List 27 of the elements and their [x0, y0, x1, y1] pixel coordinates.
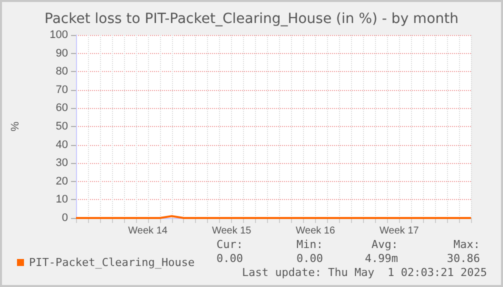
text: 30.86: [446, 252, 480, 265]
y-tick-label: 50: [56, 120, 68, 132]
y-tick-label: 20: [56, 175, 68, 188]
y-tick-label: 90: [56, 47, 68, 60]
y-tick-label: 70: [56, 84, 68, 96]
x-tick-label: Week 14: [128, 226, 168, 236]
x-tick-label: Week 16: [296, 226, 336, 236]
y-tick-label: 10: [56, 194, 68, 206]
text: Avg:: [372, 238, 398, 251]
x-tick-label: Week 15: [212, 226, 252, 236]
text: Max:: [454, 238, 480, 251]
text: 0.00: [296, 252, 324, 265]
y-tick-label: 40: [56, 138, 68, 151]
y-tick-label: 0: [62, 212, 68, 224]
y-tick-label: 60: [56, 102, 68, 114]
legend-label: PIT-Packet_Clearing_House: [29, 256, 195, 269]
x-tick-label: Week 17: [380, 226, 420, 236]
y-axis-title: %: [10, 121, 22, 132]
text: Min:: [296, 238, 324, 251]
text: Cur:: [216, 238, 244, 251]
y-tick-label: 80: [56, 66, 68, 78]
text: 0.00: [216, 252, 244, 265]
chart-title: Packet loss to PIT-Packet_Clearing_House (in %) - by month: [44, 11, 458, 27]
text: 4.99m: [364, 252, 398, 265]
y-tick-label: 100: [50, 29, 68, 41]
y-tick-label: 30: [56, 157, 68, 170]
text: Last update: Thu May 1 02:03:21 2025: [242, 266, 488, 279]
